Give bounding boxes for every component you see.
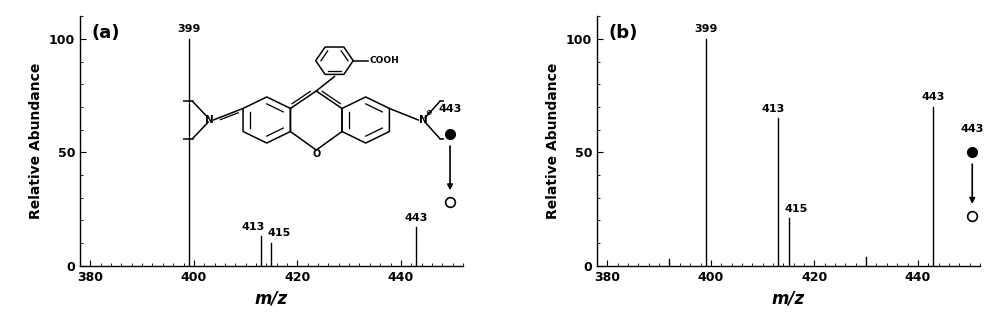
Y-axis label: Relative Abundance: Relative Abundance [29,63,43,219]
Text: 415: 415 [268,228,291,238]
Text: 413: 413 [242,222,265,232]
X-axis label: m/z: m/z [772,289,805,307]
Text: (b): (b) [609,24,638,42]
Text: 415: 415 [785,203,808,214]
Text: 443: 443 [438,104,462,114]
Text: 413: 413 [761,104,785,114]
Text: 443: 443 [922,92,945,102]
X-axis label: m/z: m/z [255,289,288,307]
Text: 443: 443 [405,213,428,223]
Text: 399: 399 [694,24,717,34]
Text: 443: 443 [961,124,984,134]
Text: (a): (a) [91,24,120,42]
Y-axis label: Relative Abundance: Relative Abundance [546,63,560,219]
Text: 399: 399 [177,24,200,34]
